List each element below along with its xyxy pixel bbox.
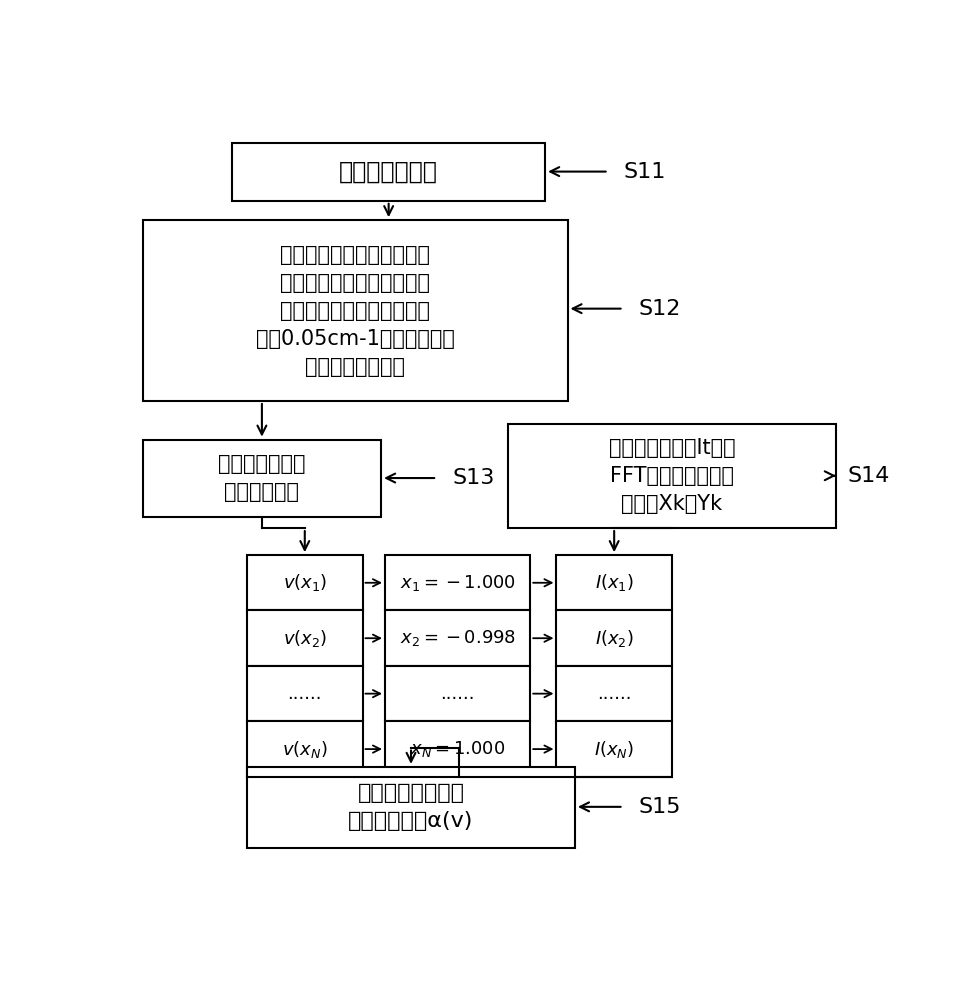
- Text: S15: S15: [638, 797, 680, 817]
- Text: 对于涉具产生的干涉峰在各
正弦上升周期和下降周期内
进行编号，干涉具自由光谱
区为0.05cm-1，同时确定各
干涉峰对应的时间: 对于涉具产生的干涉峰在各 正弦上升周期和下降周期内 进行编号，干涉具自由光谱 区…: [256, 245, 454, 377]
- Text: $x_2=-0.998$: $x_2=-0.998$: [399, 628, 515, 648]
- Bar: [384, 721, 530, 777]
- Text: S11: S11: [623, 162, 665, 182]
- Bar: [555, 555, 671, 610]
- Text: $v(x_1)$: $v(x_1)$: [283, 572, 327, 593]
- Text: 对于涉信号进行
激光频率拟合: 对于涉信号进行 激光频率拟合: [218, 454, 306, 502]
- Text: ......: ......: [440, 685, 475, 703]
- Text: ......: ......: [597, 685, 630, 703]
- Bar: [384, 666, 530, 721]
- Bar: [232, 143, 545, 201]
- Text: 给出标准具信号: 给出标准具信号: [339, 160, 437, 184]
- Text: S12: S12: [638, 299, 680, 319]
- Bar: [142, 440, 381, 517]
- Text: 进行同步拟合，得
到吸收率函数α(v): 进行同步拟合，得 到吸收率函数α(v): [348, 783, 473, 831]
- Text: $I(x_2)$: $I(x_2)$: [594, 628, 633, 649]
- Bar: [247, 555, 362, 610]
- Bar: [247, 666, 362, 721]
- Text: $x_1=-1.000$: $x_1=-1.000$: [399, 573, 515, 593]
- Bar: [555, 610, 671, 666]
- Bar: [384, 555, 530, 610]
- Text: 对透射光强信号It进行
FFT分析，得到傅里
叶系数Xk和Yk: 对透射光强信号It进行 FFT分析，得到傅里 叶系数Xk和Yk: [608, 438, 734, 514]
- Bar: [384, 610, 530, 666]
- Text: $I(x_N)$: $I(x_N)$: [593, 739, 633, 760]
- Bar: [555, 721, 671, 777]
- Text: $x_N=1.000$: $x_N=1.000$: [409, 739, 505, 759]
- Bar: [142, 220, 567, 401]
- Text: ......: ......: [287, 685, 322, 703]
- Text: $v(x_2)$: $v(x_2)$: [283, 628, 327, 649]
- Text: $I(x_1)$: $I(x_1)$: [594, 572, 633, 593]
- Text: $v(x_N)$: $v(x_N)$: [282, 739, 328, 760]
- Bar: [247, 767, 575, 848]
- Bar: [507, 424, 835, 528]
- Text: S13: S13: [452, 468, 494, 488]
- Bar: [555, 666, 671, 721]
- Bar: [247, 721, 362, 777]
- Bar: [247, 610, 362, 666]
- Text: S14: S14: [847, 466, 889, 486]
